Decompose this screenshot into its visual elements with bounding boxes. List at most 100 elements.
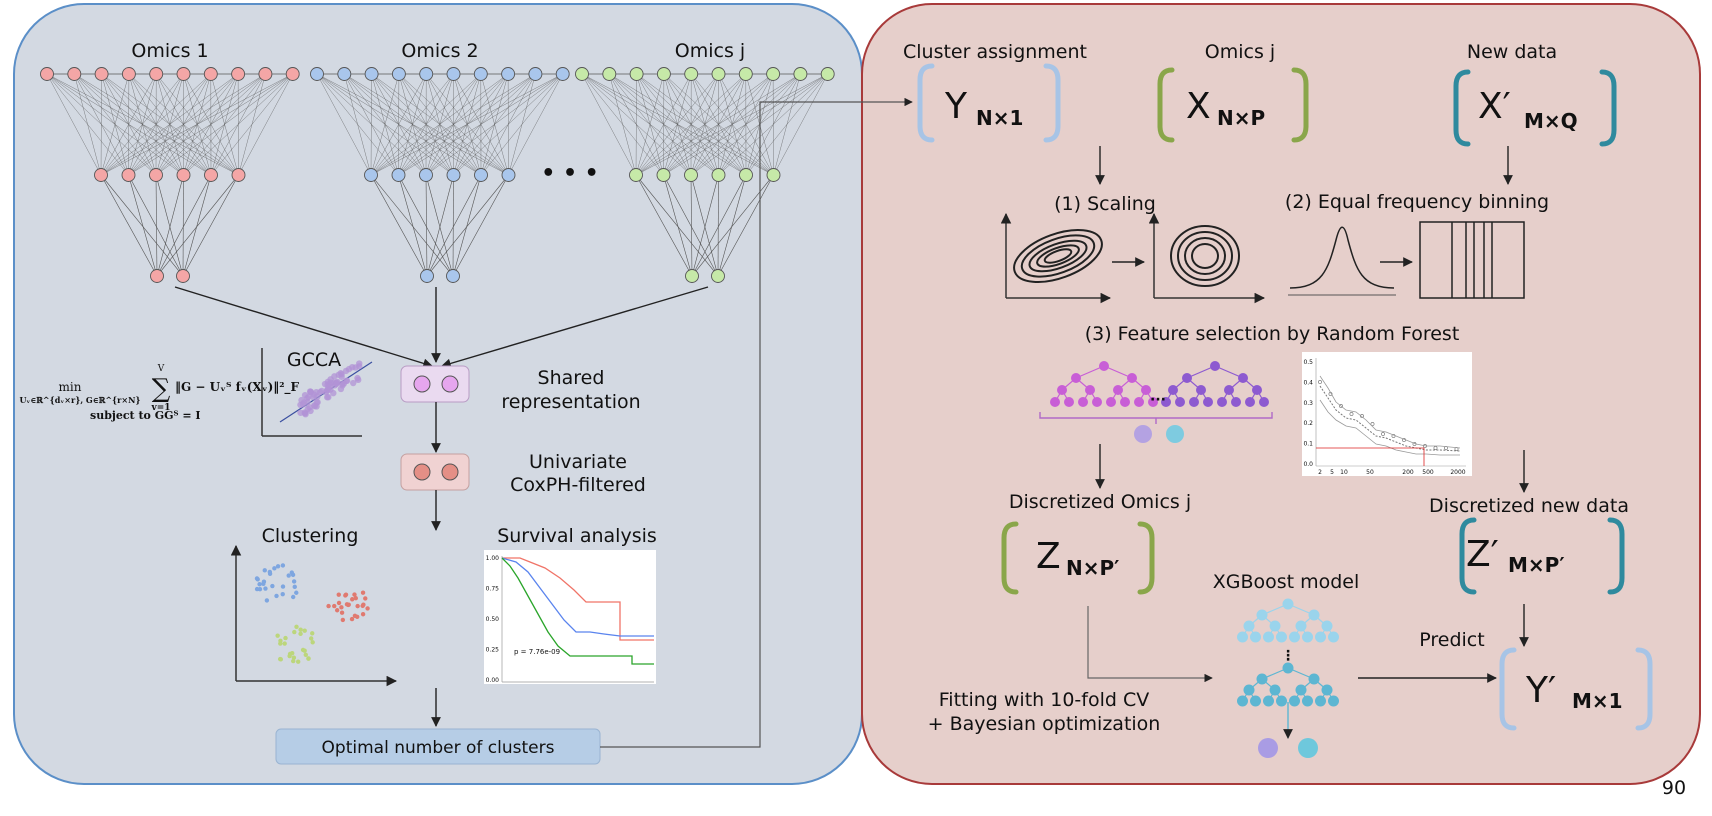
network-node bbox=[739, 168, 753, 182]
network-node bbox=[258, 67, 273, 81]
svg-text:M×P′: M×P′ bbox=[1508, 553, 1565, 577]
tree bbox=[1161, 361, 1269, 407]
scaling-plots bbox=[1000, 212, 1266, 304]
network-node bbox=[528, 67, 543, 81]
network-node bbox=[231, 67, 246, 81]
svg-text:Z: Z bbox=[1036, 536, 1061, 577]
xgboost-trees: ⋮ bbox=[1237, 598, 1339, 758]
svg-text:subject to GGᵀ = I: subject to GGᵀ = I bbox=[90, 409, 201, 422]
svg-text:‖G − Uᵥᵀ fᵥ(Xᵥ)‖²_F: ‖G − Uᵥᵀ fᵥ(Xᵥ)‖²_F bbox=[175, 380, 300, 395]
network-node bbox=[419, 168, 433, 182]
fitting-label-2: + Bayesian optimization bbox=[928, 713, 1161, 735]
cluster-assignment-label: Cluster assignment bbox=[903, 41, 1087, 63]
matrix-Z: Z N×P′ bbox=[1036, 536, 1119, 580]
network-node bbox=[285, 67, 300, 81]
network-node bbox=[684, 67, 699, 81]
binning-label: (2) Equal frequency binning bbox=[1285, 191, 1549, 213]
tree bbox=[1050, 361, 1158, 407]
coxph-box bbox=[400, 453, 470, 491]
svg-text:min: min bbox=[59, 380, 82, 394]
network-node bbox=[203, 67, 218, 81]
omics-1-network bbox=[40, 67, 300, 283]
matrix-bracket bbox=[1453, 69, 1617, 147]
matrix-bracket bbox=[917, 63, 1061, 143]
km-pvalue: p = 7.76e-09 bbox=[514, 648, 560, 656]
scaling-label: (1) Scaling bbox=[1054, 193, 1156, 215]
matrix-X-prime: X′ M×Q bbox=[1478, 86, 1578, 133]
network-node bbox=[176, 269, 190, 283]
network-node bbox=[121, 168, 136, 182]
shared-label-2: representation bbox=[501, 391, 640, 413]
svg-text:···: ··· bbox=[1150, 392, 1166, 408]
svg-text:Z′: Z′ bbox=[1466, 534, 1499, 575]
omics-j-network bbox=[575, 67, 835, 283]
right-panel bbox=[861, 3, 1701, 785]
network-node bbox=[149, 67, 164, 81]
omics-2-network bbox=[310, 67, 570, 283]
rf-xtick: 2000 bbox=[1450, 469, 1465, 476]
svg-text:Uᵥ∈ℝ^{dᵥ×r}, G∈ℝ^{r×N}: Uᵥ∈ℝ^{dᵥ×r}, G∈ℝ^{r×N} bbox=[19, 395, 140, 405]
survival-label: Survival analysis bbox=[497, 525, 657, 547]
tree bbox=[1237, 598, 1339, 643]
network-node bbox=[473, 67, 488, 81]
svg-text:N×P′: N×P′ bbox=[1066, 556, 1119, 580]
km-ytick: 0.00 bbox=[486, 677, 500, 684]
matrix-Z-prime: Z′ M×P′ bbox=[1466, 534, 1565, 577]
network-node bbox=[629, 168, 643, 182]
network-node bbox=[820, 67, 835, 81]
svg-text:N×P: N×P bbox=[1217, 106, 1265, 130]
rf-xtick: 5 bbox=[1330, 469, 1334, 476]
network-node bbox=[738, 67, 753, 81]
matrix-Y: Y N×1 bbox=[944, 86, 1023, 130]
km-ytick: 0.75 bbox=[486, 586, 500, 593]
shared-representation-box bbox=[400, 365, 470, 403]
rf-xtick: 10 bbox=[1340, 469, 1348, 476]
svg-text:N×1: N×1 bbox=[976, 106, 1023, 130]
network-node bbox=[391, 67, 406, 81]
network-node bbox=[364, 67, 379, 81]
network-node bbox=[94, 67, 109, 81]
random-forest-trees: ··· bbox=[1039, 361, 1273, 443]
omics-1-label: Omics 1 bbox=[131, 40, 208, 62]
omics-j-right-label: Omics j bbox=[1205, 41, 1275, 63]
network-node bbox=[656, 168, 671, 182]
rf-ytick: 0.0 bbox=[1303, 461, 1313, 468]
network-node bbox=[711, 67, 726, 81]
xgboost-label: XGBoost model bbox=[1213, 571, 1360, 593]
km-ytick: 0.25 bbox=[486, 647, 500, 654]
gcca-plot bbox=[261, 348, 373, 437]
network-node bbox=[67, 67, 82, 81]
network-node bbox=[602, 67, 617, 81]
network-node bbox=[446, 168, 461, 182]
network-node bbox=[684, 168, 698, 182]
rf-xtick: 500 bbox=[1422, 469, 1434, 476]
network-node bbox=[766, 168, 781, 182]
rf-ytick: 0.2 bbox=[1303, 420, 1313, 427]
tree bbox=[1237, 662, 1339, 707]
clustering-label: Clustering bbox=[262, 525, 359, 547]
network-node bbox=[474, 168, 488, 182]
network-node bbox=[420, 269, 434, 283]
svg-text:X: X bbox=[1186, 86, 1211, 127]
rf-error-plot: 0.5 0.4 0.3 0.2 0.1 0.0 2 5 10 50 200 500 2000 bbox=[1302, 352, 1472, 476]
network-node bbox=[337, 67, 352, 81]
network-node bbox=[419, 67, 434, 81]
svg-text:X′: X′ bbox=[1478, 86, 1511, 127]
network-node bbox=[176, 168, 191, 182]
discretized-omics-label: Discretized Omics j bbox=[1009, 491, 1191, 513]
network-node bbox=[575, 67, 589, 81]
feature-selection-label: (3) Feature selection by Random Forest bbox=[1085, 323, 1460, 345]
svg-text:V: V bbox=[157, 364, 165, 374]
autoencoder-networks bbox=[40, 67, 835, 283]
rf-xtick: 50 bbox=[1366, 469, 1374, 476]
discretized-new-label: Discretized new data bbox=[1429, 495, 1629, 517]
network-node bbox=[793, 67, 808, 81]
svg-text:v=1: v=1 bbox=[150, 403, 170, 413]
svg-text:Y: Y bbox=[944, 86, 968, 127]
network-node bbox=[446, 67, 461, 81]
network-node bbox=[204, 168, 218, 182]
network-node bbox=[685, 269, 699, 283]
network-node bbox=[555, 67, 570, 81]
omics-2-label: Omics 2 bbox=[401, 40, 478, 62]
